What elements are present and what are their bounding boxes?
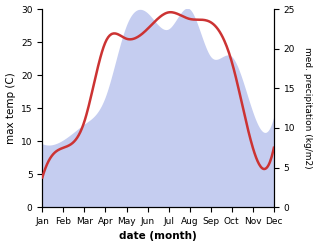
X-axis label: date (month): date (month) (119, 231, 197, 242)
Y-axis label: med. precipitation (kg/m2): med. precipitation (kg/m2) (303, 47, 313, 169)
Y-axis label: max temp (C): max temp (C) (5, 72, 16, 144)
